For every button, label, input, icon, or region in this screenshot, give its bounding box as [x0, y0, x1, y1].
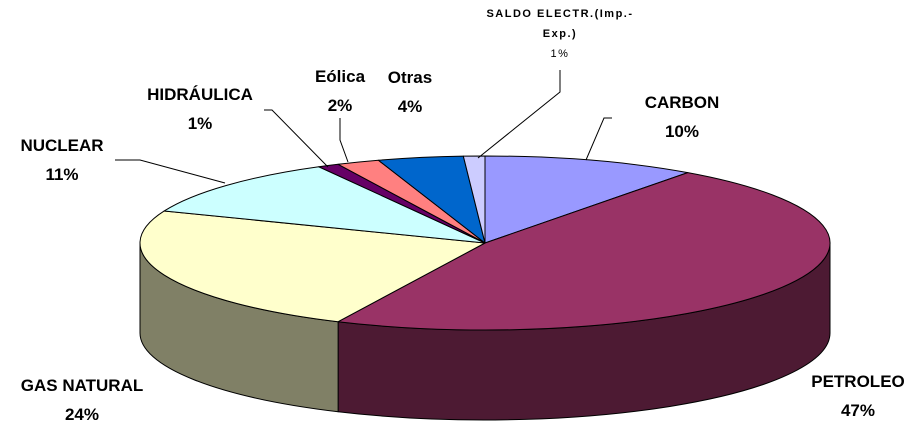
- slice-label: Eólica 2%: [315, 62, 365, 120]
- slice: [462, 155, 486, 244]
- leader-line: [477, 70, 561, 159]
- leader-line: [585, 117, 612, 161]
- slice: [139, 210, 486, 323]
- value-label: 4%: [397, 97, 423, 116]
- leader-lines: [115, 70, 612, 184]
- category-name: HIDRÁULICA: [147, 85, 253, 104]
- category-name: NUCLEAR: [20, 136, 104, 155]
- slice-label: Otras 4%: [388, 63, 432, 121]
- slice: [337, 172, 831, 331]
- leader-line: [115, 159, 226, 184]
- value-label: 24%: [64, 405, 100, 424]
- slice-label: PETROLEO 47%: [811, 367, 905, 425]
- slice: [484, 155, 689, 244]
- category-name: Eólica: [314, 67, 366, 86]
- category-name: PETROLEO: [811, 372, 905, 391]
- category-name: GAS NATURAL: [20, 376, 144, 395]
- slice-label: GAS NATURAL 24%: [21, 371, 143, 429]
- category-name: SALDO ELECTR.(Imp.-Exp.): [486, 8, 634, 40]
- value-label: 47%: [840, 401, 876, 420]
- leader-line: [264, 109, 329, 168]
- slice-label: NUCLEAR 11%: [20, 131, 103, 189]
- category-name: CARBON: [644, 93, 720, 112]
- leader-line: [339, 118, 349, 163]
- value-label: 11%: [45, 165, 79, 184]
- tops: [139, 155, 831, 331]
- slice-label: SALDO ELECTR.(Imp.-Exp.) 1%: [480, 4, 640, 64]
- value-label: 1%: [187, 114, 213, 133]
- slice-label: HIDRÁULICA 1%: [147, 80, 253, 138]
- value-label: 1%: [550, 48, 570, 60]
- value-label: 2%: [327, 96, 353, 115]
- value-label: 10%: [664, 122, 700, 141]
- category-name: Otras: [387, 68, 433, 87]
- slice-label: CARBON 10%: [645, 88, 720, 146]
- slice: [163, 166, 486, 244]
